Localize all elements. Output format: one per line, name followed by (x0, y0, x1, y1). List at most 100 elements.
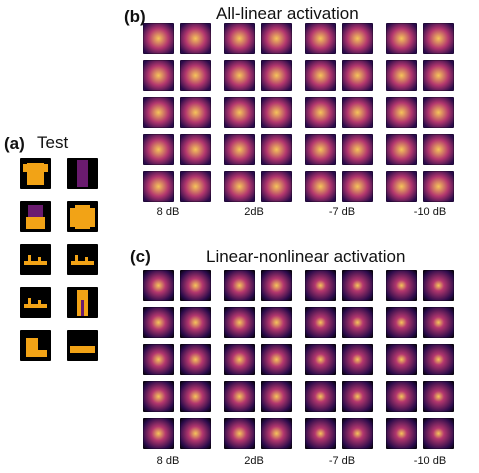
linear-nonlinear-recon-tile (386, 381, 417, 412)
linear-nonlinear-recon-tile (423, 307, 454, 338)
all-linear-recon-tile (224, 171, 255, 202)
all-linear-recon-tile (305, 171, 336, 202)
test-image-sandal (20, 287, 51, 318)
panel-a-label: (a) (4, 134, 25, 153)
all-linear-recon-tile (305, 60, 336, 91)
panel-b-title: All-linear activation (216, 4, 359, 23)
all-linear-recon-tile (342, 171, 373, 202)
linear-nonlinear-recon-tile (342, 270, 373, 301)
test-image-sandal (20, 244, 51, 275)
all-linear-recon-tile (386, 134, 417, 165)
all-linear-recon-tile (423, 97, 454, 128)
all-linear-recon-tile (423, 171, 454, 202)
linear-nonlinear-recon-tile (342, 307, 373, 338)
all-linear-recon-tile (305, 97, 336, 128)
linear-nonlinear-recon-tile (180, 381, 211, 412)
all-linear-recon-tile (180, 23, 211, 54)
linear-nonlinear-recon-tile (386, 270, 417, 301)
test-grid (20, 158, 98, 363)
c-snr-label-2: 2dB (244, 455, 264, 467)
all-linear-recon-tile (342, 134, 373, 165)
linear-nonlinear-recon-tile (224, 344, 255, 375)
all-linear-recon-tile (423, 60, 454, 91)
all-linear-recon-tile (261, 60, 292, 91)
all-linear-recon-tile (423, 23, 454, 54)
linear-nonlinear-recon-tile (143, 418, 174, 449)
all-linear-recon-tile (180, 60, 211, 91)
all-linear-recon-tile (143, 134, 174, 165)
all-linear-recon-tile (342, 60, 373, 91)
all-linear-recon-tile (143, 97, 174, 128)
linear-nonlinear-recon-tile (261, 381, 292, 412)
linear-nonlinear-recon-tile (261, 307, 292, 338)
linear-nonlinear-recon-tile (423, 418, 454, 449)
all-linear-recon-tile (224, 97, 255, 128)
all-linear-recon-tile (342, 97, 373, 128)
linear-nonlinear-recon-tile (386, 344, 417, 375)
linear-nonlinear-recon-tile (224, 270, 255, 301)
linear-nonlinear-recon-tile (342, 381, 373, 412)
all-linear-recon-tile (143, 23, 174, 54)
linear-nonlinear-recon-tile (180, 307, 211, 338)
test-image-trouser (67, 287, 98, 318)
linear-nonlinear-recon-tile (305, 307, 336, 338)
linear-nonlinear-recon-tile (143, 307, 174, 338)
linear-nonlinear-recon-tile (224, 381, 255, 412)
linear-nonlinear-recon-tile (305, 270, 336, 301)
all-linear-recon-tile (423, 134, 454, 165)
b-snr-label-3: -7 dB (328, 206, 356, 218)
c-snr-label-1: 8 dB (156, 455, 180, 467)
panel-b-label: (b) (124, 7, 146, 26)
all-linear-recon-tile (224, 134, 255, 165)
all-linear-recon-tile (180, 171, 211, 202)
linear-nonlinear-recon-tile (261, 418, 292, 449)
all-linear-recon-tile (342, 23, 373, 54)
linear-nonlinear-recon-tile (386, 307, 417, 338)
panel-c-label: (c) (130, 247, 151, 266)
all-linear-recon-tile (386, 23, 417, 54)
c-snr-label-3: -7 dB (328, 455, 356, 467)
linear-nonlinear-recon-tile (180, 344, 211, 375)
all-linear-recon-tile (224, 23, 255, 54)
linear-nonlinear-recon-tile (423, 270, 454, 301)
linear-nonlinear-grid (143, 270, 478, 450)
b-snr-label-1: 8 dB (156, 206, 180, 218)
test-image-dress (67, 158, 98, 189)
all-linear-recon-tile (143, 171, 174, 202)
linear-nonlinear-recon-tile (423, 344, 454, 375)
all-linear-recon-tile (386, 97, 417, 128)
linear-nonlinear-recon-tile (305, 381, 336, 412)
all-linear-recon-tile (143, 60, 174, 91)
linear-nonlinear-recon-tile (143, 381, 174, 412)
all-linear-recon-tile (386, 60, 417, 91)
all-linear-recon-tile (224, 60, 255, 91)
all-linear-recon-tile (180, 97, 211, 128)
test-image-sandal (67, 244, 98, 275)
panel-a-title: Test (37, 133, 69, 152)
all-linear-recon-tile (305, 23, 336, 54)
all-linear-recon-tile (386, 171, 417, 202)
linear-nonlinear-recon-tile (143, 344, 174, 375)
test-image-pullover (67, 201, 98, 232)
linear-nonlinear-recon-tile (224, 418, 255, 449)
all-linear-recon-tile (261, 171, 292, 202)
all-linear-recon-tile (180, 134, 211, 165)
linear-nonlinear-recon-tile (180, 270, 211, 301)
linear-nonlinear-recon-tile (386, 418, 417, 449)
b-snr-label-4: -10 dB (413, 206, 447, 218)
linear-nonlinear-recon-tile (305, 418, 336, 449)
b-snr-label-2: 2dB (244, 206, 264, 218)
linear-nonlinear-recon-tile (261, 344, 292, 375)
linear-nonlinear-recon-tile (342, 418, 373, 449)
all-linear-recon-tile (261, 23, 292, 54)
all-linear-recon-tile (261, 97, 292, 128)
linear-nonlinear-recon-tile (224, 307, 255, 338)
linear-nonlinear-recon-tile (261, 270, 292, 301)
linear-nonlinear-recon-tile (180, 418, 211, 449)
test-image-ankle-boot (20, 330, 51, 361)
all-linear-recon-tile (305, 134, 336, 165)
panel-c-title: Linear-nonlinear activation (206, 247, 406, 266)
linear-nonlinear-recon-tile (143, 270, 174, 301)
test-image-t-shirt (20, 158, 51, 189)
c-snr-label-4: -10 dB (413, 455, 447, 467)
